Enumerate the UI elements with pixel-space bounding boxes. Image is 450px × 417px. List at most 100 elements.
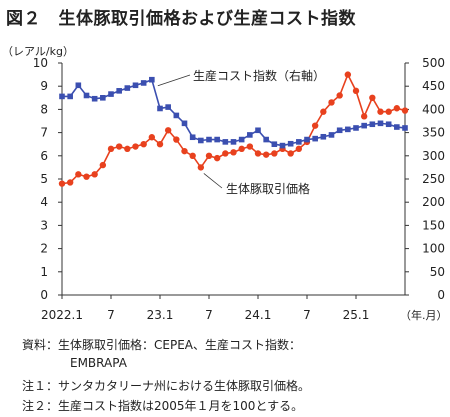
price-point bbox=[140, 141, 147, 148]
left-axis-unit: （レアル/kg） bbox=[2, 45, 74, 58]
note-source-cont: EMBRAPA bbox=[70, 356, 127, 370]
right-tick-label: 350 bbox=[422, 126, 445, 140]
cost-index-point bbox=[255, 127, 261, 134]
price-point bbox=[311, 122, 319, 129]
x-tick-label: 7 bbox=[303, 308, 311, 322]
price-point bbox=[124, 145, 131, 153]
price-point bbox=[75, 171, 82, 178]
price-point bbox=[352, 87, 360, 95]
price-point bbox=[385, 108, 392, 115]
price-point bbox=[197, 164, 205, 171]
price-point bbox=[173, 136, 180, 143]
price-leader bbox=[203, 173, 223, 189]
price-point bbox=[336, 92, 343, 99]
right-tick-label: 200 bbox=[422, 195, 445, 209]
left-tick-label: 1 bbox=[40, 265, 48, 279]
right-tick-label: 0 bbox=[437, 288, 445, 302]
line-chart: （レアル/kg） （年.月） 0123456789100501001502002… bbox=[2, 45, 448, 322]
price-point bbox=[148, 134, 156, 141]
price-point bbox=[181, 147, 188, 155]
right-tick-label: 400 bbox=[422, 102, 445, 116]
cost-index-point bbox=[247, 132, 253, 138]
cost-index-point bbox=[83, 92, 90, 99]
x-tick-label: 24.1 bbox=[245, 308, 272, 322]
cost-index-point bbox=[165, 104, 171, 110]
left-tick-label: 7 bbox=[40, 126, 48, 140]
price-point bbox=[360, 113, 368, 120]
cost-index-point bbox=[279, 142, 286, 149]
price-point bbox=[320, 108, 327, 115]
cost-index-leader bbox=[157, 74, 191, 87]
note-source: 資料：生体豚取引価格：CEPEA、生産コスト指数： bbox=[22, 338, 301, 352]
cost-index-point bbox=[198, 137, 204, 144]
cost-index-point bbox=[214, 136, 220, 143]
x-tick-label: 2022.1 bbox=[41, 308, 83, 322]
cost-index-point bbox=[75, 82, 82, 89]
right-tick-label: 500 bbox=[422, 56, 445, 70]
cost-index-point bbox=[230, 139, 237, 145]
price-point bbox=[238, 145, 245, 153]
left-tick-label: 0 bbox=[40, 288, 48, 302]
price-point bbox=[271, 150, 278, 157]
cost-index-point bbox=[377, 120, 384, 127]
price-point bbox=[58, 180, 66, 187]
right-tick-label: 150 bbox=[422, 218, 445, 232]
cost-index-point bbox=[369, 121, 376, 128]
price-point bbox=[189, 152, 196, 159]
cost-index-point bbox=[238, 136, 245, 143]
price-point bbox=[246, 143, 254, 150]
cost-index-annotation: 生産コスト指数（右軸） bbox=[193, 68, 325, 83]
series-group bbox=[58, 71, 409, 187]
cost-index-point bbox=[91, 95, 98, 102]
cost-index-point bbox=[402, 125, 408, 131]
cost-index-point bbox=[385, 121, 392, 128]
cost-index-point bbox=[132, 82, 139, 89]
axes bbox=[58, 62, 409, 299]
price-point bbox=[164, 127, 172, 134]
left-tick-label: 6 bbox=[40, 149, 48, 163]
price-point bbox=[132, 143, 139, 150]
annotations: 生産コスト指数（右軸） 生体豚取引価格 bbox=[157, 68, 325, 196]
right-tick-label: 100 bbox=[422, 242, 445, 256]
cost-index-point bbox=[149, 76, 155, 83]
price-point bbox=[295, 145, 303, 153]
price-annotation: 生体豚取引価格 bbox=[226, 181, 310, 196]
cost-index-point bbox=[124, 85, 131, 91]
note-1: 注１：サンタカタリーナ州における生体豚取引価格。 bbox=[22, 379, 311, 393]
price-point bbox=[115, 143, 123, 150]
right-tick-label: 50 bbox=[430, 265, 445, 279]
left-tick-label: 4 bbox=[40, 195, 48, 209]
left-tick-label: 5 bbox=[40, 172, 48, 186]
cost-index-point bbox=[296, 139, 302, 145]
x-axis-unit: （年.月） bbox=[400, 308, 448, 322]
price-point bbox=[287, 150, 294, 157]
x-tick-label: 23.1 bbox=[147, 308, 174, 322]
price-point bbox=[328, 99, 335, 106]
price-point bbox=[377, 108, 384, 115]
chart-title: 図２ 生体豚取引価格および生産コスト指数 bbox=[6, 9, 356, 29]
cost-index-point bbox=[328, 132, 335, 138]
price-point bbox=[213, 154, 221, 162]
price-point bbox=[230, 149, 237, 156]
cost-index-point bbox=[336, 127, 343, 134]
left-tick-label: 8 bbox=[40, 102, 48, 116]
cost-index-point bbox=[189, 134, 196, 141]
cost-index-point bbox=[222, 139, 229, 145]
cost-index-point bbox=[100, 95, 106, 101]
price-point bbox=[91, 171, 98, 178]
price-point bbox=[254, 150, 262, 157]
cost-index-point bbox=[263, 136, 269, 143]
left-tick-label: 3 bbox=[40, 218, 48, 232]
cost-index-point bbox=[173, 112, 180, 119]
left-tick-label: 2 bbox=[40, 242, 48, 256]
price-point bbox=[369, 94, 376, 102]
price-point bbox=[222, 150, 229, 157]
cost-index-point bbox=[206, 136, 212, 143]
price-point bbox=[66, 179, 74, 186]
price-point bbox=[344, 71, 352, 78]
price-point bbox=[156, 141, 164, 148]
cost-index-point bbox=[312, 135, 318, 142]
left-tick-label: 9 bbox=[40, 79, 48, 93]
cost-index-point bbox=[67, 93, 73, 100]
note-2: 注２：生産コスト指数は2005年１月を100とする。 bbox=[22, 399, 304, 413]
